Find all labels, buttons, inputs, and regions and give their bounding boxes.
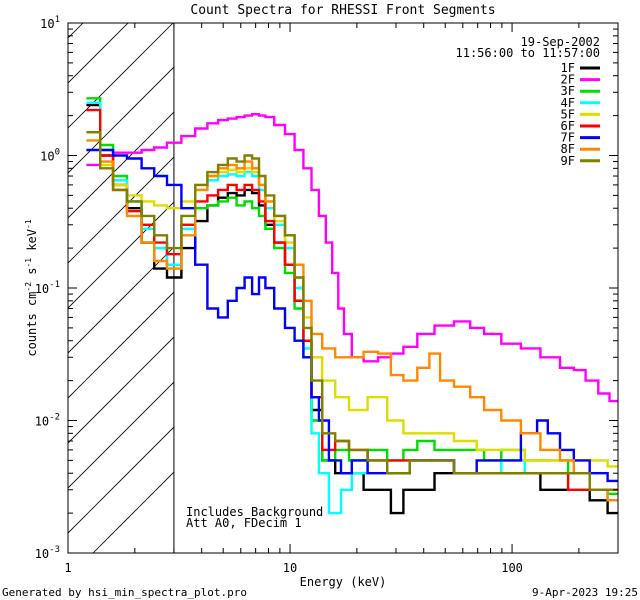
series-5f (86, 131, 618, 468)
annotation-attenuator: Att A0, FDecim 1 (186, 516, 302, 530)
hatch-line (68, 201, 174, 309)
y-axis-label-mid: s (25, 268, 39, 282)
hatch-line (68, 246, 174, 354)
annotation-background: Includes Background (186, 505, 323, 519)
chart-title: Count Spectra for RHESSI Front Segments (190, 3, 495, 18)
y-axis-label-base: counts cm (25, 292, 39, 357)
x-tick-label: 100 (501, 561, 523, 575)
y-axis-label-exp2: -1 (24, 258, 33, 268)
x-axis-ticks: 1 10 100 (64, 23, 619, 575)
series-1f (86, 103, 618, 515)
y-axis-label-tail: keV (25, 229, 39, 258)
legend-label-4f: 4F (561, 96, 575, 110)
footer-generator: Generated by hsi_min_spectra_plot.pro (2, 586, 247, 599)
y-axis-label: counts cm-2 s-1 keV-1 (24, 219, 39, 356)
legend-label-1f: 1F (561, 61, 575, 75)
y-tick-label: 10-2 (35, 413, 60, 429)
legend-label-3f: 3F (561, 84, 575, 98)
hatch-line (68, 23, 84, 39)
excluded-region-hatch (68, 23, 174, 553)
series-2f (86, 113, 618, 403)
legend-label-5f: 5F (561, 107, 575, 121)
hatch-line (68, 66, 174, 174)
series-group (86, 97, 618, 515)
legend-label-7f: 7F (561, 131, 575, 145)
series-9f (86, 131, 618, 491)
time-range-label: 11:56:00 to 11:57:00 (456, 46, 601, 60)
date-label: 19-Sep-2002 (521, 35, 600, 49)
legend-label-8f: 8F (561, 142, 575, 156)
legend-label-9f: 9F (561, 154, 575, 168)
hatch-line (68, 426, 174, 534)
hatch-line (68, 291, 174, 399)
y-tick-label: 100 (40, 148, 60, 164)
hatch-line (68, 381, 174, 489)
x-tick-label: 10 (283, 561, 297, 575)
hatch-line (68, 23, 129, 84)
legend-label-6f: 6F (561, 119, 575, 133)
footer-timestamp: 9-Apr-2023 19:25 (532, 586, 638, 599)
y-axis-label-exp3: -1 (24, 219, 33, 229)
y-tick-label: 10-1 (35, 280, 60, 296)
y-axis-label-exp1: -2 (24, 282, 33, 292)
y-axis-ticks: 10-3 10-2 10-1 100 101 (35, 15, 618, 561)
hatch-line (68, 23, 174, 129)
x-tick-label: 1 (64, 561, 71, 575)
x-axis-label: Energy (keV) (300, 575, 387, 589)
series-8f (86, 139, 618, 502)
y-tick-label: 101 (40, 15, 60, 31)
y-tick-label: 10-3 (35, 545, 60, 561)
series-7f (86, 148, 618, 483)
legend-label-2f: 2F (561, 73, 575, 87)
